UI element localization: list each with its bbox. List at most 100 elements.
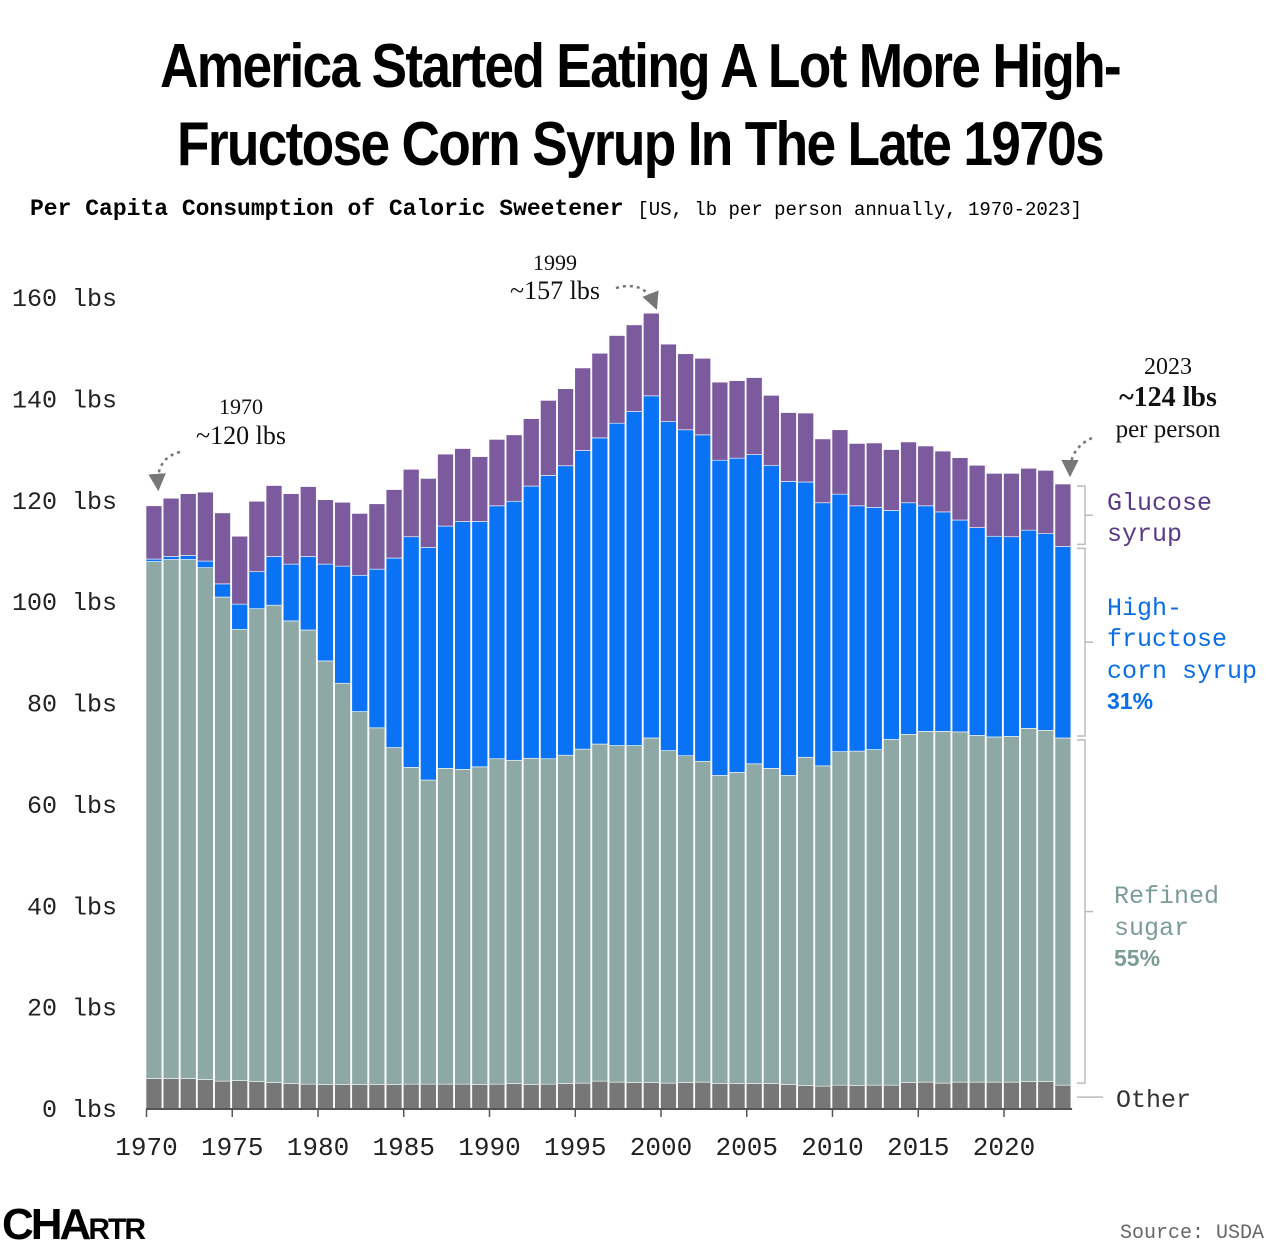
bar-other-1987 — [437, 1083, 454, 1110]
bar-hfcs-1983 — [368, 568, 386, 729]
bar-glucose-1970 — [145, 505, 163, 560]
bar-other-1996 — [591, 1080, 609, 1110]
x-tick-label: 1985 — [373, 1133, 435, 1163]
bar-hfcs-1996 — [591, 437, 609, 745]
bar-refined-sugar-2001 — [677, 755, 694, 1083]
bar-glucose-1996 — [591, 352, 609, 439]
bar-glucose-1999 — [643, 312, 660, 397]
bar-other-1994 — [557, 1083, 574, 1110]
bar-glucose-2005 — [745, 377, 763, 455]
bar-other-1993 — [540, 1083, 557, 1110]
bar-hfcs-2013 — [883, 510, 900, 740]
bar-refined-sugar-2012 — [865, 749, 883, 1086]
bar-other-1973 — [197, 1079, 214, 1110]
bar-refined-sugar-2021 — [1020, 728, 1037, 1082]
bar-refined-sugar-1999 — [643, 737, 660, 1083]
bar-hfcs-1972 — [180, 555, 197, 560]
bar-refined-sugar-1998 — [625, 745, 643, 1083]
bar-hfcs-1989 — [471, 521, 489, 768]
bar-other-1989 — [471, 1084, 489, 1110]
x-tick-label: 2015 — [887, 1133, 949, 1163]
bar-hfcs-1985 — [402, 536, 420, 768]
bar-other-1990 — [488, 1083, 506, 1110]
bar-hfcs-2010 — [831, 493, 849, 752]
y-tick-label: 60 lbs — [27, 792, 117, 821]
bar-other-1985 — [402, 1083, 420, 1110]
label-glucose-line2: syrup — [1107, 520, 1182, 549]
bar-refined-sugar-1984 — [385, 747, 403, 1085]
x-tick-label: 2010 — [801, 1133, 863, 1163]
x-tick-label: 1980 — [287, 1133, 349, 1163]
bar-other-1983 — [368, 1084, 386, 1110]
bar-refined-sugar-2019 — [986, 736, 1003, 1083]
bar-other-1998 — [625, 1082, 643, 1110]
bar-refined-sugar-1991 — [505, 759, 523, 1084]
bar-glucose-2014 — [900, 441, 917, 504]
bar-hfcs-1991 — [505, 500, 523, 761]
bar-hfcs-2020 — [1003, 536, 1020, 737]
bar-refined-sugar-1992 — [522, 757, 540, 1085]
bar-other-2006 — [763, 1083, 780, 1110]
x-tick-label: 2020 — [973, 1133, 1035, 1163]
bar-refined-sugar-2009 — [814, 765, 832, 1087]
bar-hfcs-2012 — [865, 507, 883, 750]
logo-text-small: RTR — [88, 1213, 146, 1246]
bar-glucose-2007 — [780, 412, 797, 482]
bar-glucose-1972 — [180, 493, 197, 556]
bar-glucose-2016 — [934, 450, 952, 513]
bar-hfcs-2001 — [677, 429, 694, 757]
bar-refined-sugar-1975 — [231, 629, 248, 1081]
bar-hfcs-1992 — [522, 485, 540, 759]
bar-glucose-2009 — [814, 438, 832, 504]
bar-glucose-1990 — [488, 439, 506, 507]
bracket-hfcs — [1077, 547, 1086, 737]
bar-refined-sugar-1995 — [574, 748, 591, 1084]
bar-glucose-1978 — [282, 493, 300, 565]
bar-glucose-1985 — [402, 469, 420, 538]
bar-refined-sugar-2006 — [763, 768, 780, 1084]
bar-glucose-1997 — [608, 335, 626, 424]
bar-other-1982 — [351, 1084, 368, 1110]
bar-glucose-1993 — [540, 400, 557, 476]
bar-other-2000 — [660, 1082, 677, 1110]
bar-other-2021 — [1020, 1081, 1037, 1110]
bar-other-1999 — [643, 1082, 660, 1110]
bar-refined-sugar-2010 — [831, 751, 849, 1086]
bar-other-2005 — [745, 1083, 763, 1110]
bar-refined-sugar-1989 — [471, 766, 489, 1085]
bar-refined-sugar-2002 — [694, 760, 711, 1083]
x-tick-label: 1995 — [544, 1133, 606, 1163]
y-tick-label: 40 lbs — [27, 893, 117, 922]
bar-refined-sugar-1983 — [368, 727, 386, 1085]
x-tick-label: 2005 — [716, 1133, 778, 1163]
bar-hfcs-2005 — [745, 454, 763, 765]
label-hfcs-line3: corn syrup — [1107, 657, 1257, 686]
bracket-glucose — [1077, 485, 1086, 546]
bar-glucose-1989 — [471, 456, 489, 522]
bar-glucose-1991 — [505, 434, 523, 502]
bar-other-2015 — [917, 1081, 934, 1110]
bar-refined-sugar-2017 — [951, 731, 969, 1083]
bar-refined-sugar-2014 — [900, 734, 917, 1083]
bars-layer — [145, 312, 1072, 1110]
bar-refined-sugar-1972 — [180, 559, 197, 1079]
bar-hfcs-2000 — [660, 421, 677, 751]
bar-other-1977 — [265, 1082, 283, 1110]
label-sugar: Refined sugar 55% — [1114, 882, 1219, 971]
bar-other-1974 — [214, 1080, 231, 1110]
bar-refined-sugar-1986 — [420, 779, 437, 1085]
label-hfcs-line1: High- — [1107, 594, 1182, 623]
bar-glucose-2012 — [865, 442, 883, 508]
bar-other-1986 — [420, 1083, 437, 1110]
annotation-2023-extra: per person — [1116, 416, 1221, 443]
bar-other-1975 — [231, 1080, 248, 1110]
bar-glucose-1988 — [454, 448, 471, 522]
logo-text-large: CHA — [2, 1200, 91, 1249]
bar-glucose-2018 — [968, 464, 986, 528]
bar-other-2002 — [694, 1081, 711, 1110]
series-brackets — [1077, 485, 1103, 1098]
bar-hfcs-2011 — [848, 505, 866, 752]
bar-hfcs-1975 — [231, 603, 248, 630]
bar-glucose-1979 — [300, 486, 317, 557]
bar-refined-sugar-1973 — [197, 567, 214, 1080]
